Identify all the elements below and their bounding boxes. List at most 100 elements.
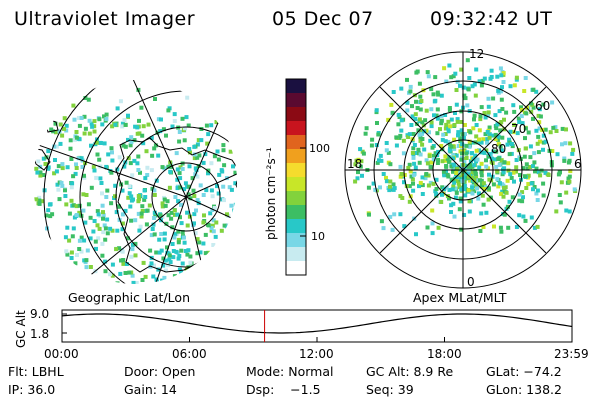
aurora-pixel: [470, 151, 474, 156]
aurora-pixel: [529, 181, 534, 186]
aurora-pixel: [444, 79, 449, 84]
aurora-pixel: [384, 175, 388, 180]
aurora-pixel: [153, 143, 158, 148]
aurora-pixel: [477, 128, 482, 133]
aurora-pixel: [462, 123, 467, 127]
aurora-pixel: [414, 151, 419, 155]
aurora-pixel: [70, 234, 75, 239]
aurora-pixel: [182, 240, 187, 245]
aurora-pixel: [89, 121, 94, 126]
aurora-pixel: [411, 188, 416, 193]
aurora-pixel: [497, 109, 502, 114]
aurora-pixel: [101, 210, 105, 215]
aurora-pixel: [480, 193, 485, 198]
aurora-pixel: [143, 195, 148, 199]
aurora-pixel: [517, 213, 522, 218]
aurora-pixel: [175, 212, 180, 217]
aurora-pixel: [69, 256, 74, 260]
aurora-pixel: [374, 108, 379, 113]
aurora-pixel: [62, 116, 67, 121]
aurora-pixel: [454, 190, 459, 195]
aurora-pixel: [406, 135, 411, 139]
aurora-pixel: [418, 94, 423, 99]
aurora-pixel: [154, 250, 159, 255]
aurora-pixel: [353, 179, 358, 184]
mlt-label-18: 18: [347, 157, 362, 171]
aurora-pixel: [424, 172, 429, 176]
aurora-pixel: [188, 196, 193, 201]
aurora-pixel: [491, 182, 496, 187]
aurora-pixel: [435, 116, 440, 121]
aurora-pixel: [82, 114, 87, 119]
aurora-pixel: [396, 122, 401, 127]
aurora-pixel: [102, 223, 107, 228]
aurora-pixel: [420, 183, 425, 188]
aurora-pixel: [477, 165, 482, 170]
aurora-pixel: [158, 213, 163, 218]
aurora-pixel: [497, 163, 502, 167]
aurora-pixel: [427, 154, 432, 158]
aurora-pixel: [479, 140, 484, 145]
aurora-pixel: [221, 143, 226, 148]
aurora-pixel: [185, 252, 190, 257]
aurora-pixel: [62, 126, 66, 131]
alt-tick-1-8: 1.8: [30, 327, 49, 341]
aurora-pixel: [501, 194, 506, 199]
aurora-pixel: [459, 157, 464, 162]
aurora-pixel: [495, 74, 500, 79]
aurora-pixel: [472, 117, 476, 122]
aurora-pixel: [452, 137, 457, 142]
colorbar-band: [286, 219, 306, 234]
aurora-pixel: [453, 186, 458, 191]
aurora-pixel: [454, 102, 459, 107]
aurora-pixel: [541, 181, 546, 186]
aurora-pixel: [463, 193, 468, 198]
aurora-pixel: [447, 188, 452, 192]
aurora-pixel: [535, 198, 540, 202]
aurora-pixel: [502, 185, 506, 190]
aurora-pixel: [206, 171, 210, 176]
aurora-pixel: [474, 182, 479, 187]
aurora-pixel: [528, 155, 533, 160]
aurora-pixel: [374, 143, 379, 147]
aurora-pixel: [408, 84, 413, 89]
aurora-pixel: [356, 157, 361, 162]
aurora-pixel: [546, 173, 551, 177]
aurora-pixel: [126, 236, 130, 241]
aurora-pixel: [174, 151, 179, 156]
aurora-pixel: [447, 196, 451, 201]
aurora-pixel: [216, 157, 221, 162]
aurora-pixel: [409, 123, 414, 127]
aurora-pixel: [444, 122, 449, 127]
aurora-pixel: [192, 221, 196, 226]
aurora-pixel: [551, 125, 556, 130]
aurora-pixel: [229, 203, 234, 208]
aurora-pixel: [192, 212, 197, 217]
aurora-pixel: [185, 223, 190, 228]
aurora-pixel: [460, 132, 465, 137]
aurora-pixel: [195, 155, 200, 160]
aurora-pixel: [366, 185, 371, 190]
aurora-pixel: [179, 202, 183, 207]
aurora-pixel: [481, 225, 486, 229]
aurora-pixel: [451, 153, 456, 158]
aurora-pixel: [97, 226, 102, 231]
aurora-pixel: [233, 170, 237, 175]
aurora-pixel: [34, 197, 39, 202]
colorbar-band: [286, 205, 306, 220]
aurora-pixel: [416, 128, 421, 133]
aurora-pixel: [443, 132, 448, 136]
aurora-pixel: [438, 127, 442, 132]
aurora-pixel: [209, 161, 214, 166]
aurora-pixel: [74, 130, 79, 134]
aurora-pixel: [505, 142, 510, 147]
aurora-pixel: [531, 87, 536, 92]
right-panel-label: Apex MLat/MLT: [413, 290, 507, 305]
filter-status: Flt: LBHL: [8, 364, 64, 379]
aurora-pixel: [462, 93, 467, 98]
aurora-pixel: [81, 192, 86, 197]
aurora-pixel: [411, 172, 416, 177]
aurora-pixel: [201, 241, 206, 246]
aurora-pixel: [128, 204, 133, 209]
